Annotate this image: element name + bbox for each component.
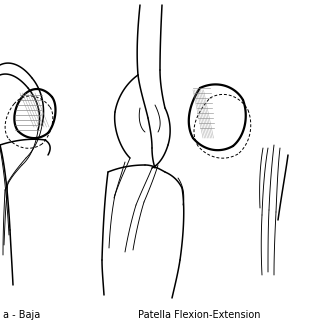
Text: Patella Flexion-Extension: Patella Flexion-Extension (138, 310, 260, 320)
Text: a - Baja: a - Baja (3, 310, 40, 320)
